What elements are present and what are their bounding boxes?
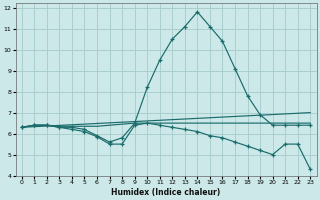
X-axis label: Humidex (Indice chaleur): Humidex (Indice chaleur) — [111, 188, 221, 197]
